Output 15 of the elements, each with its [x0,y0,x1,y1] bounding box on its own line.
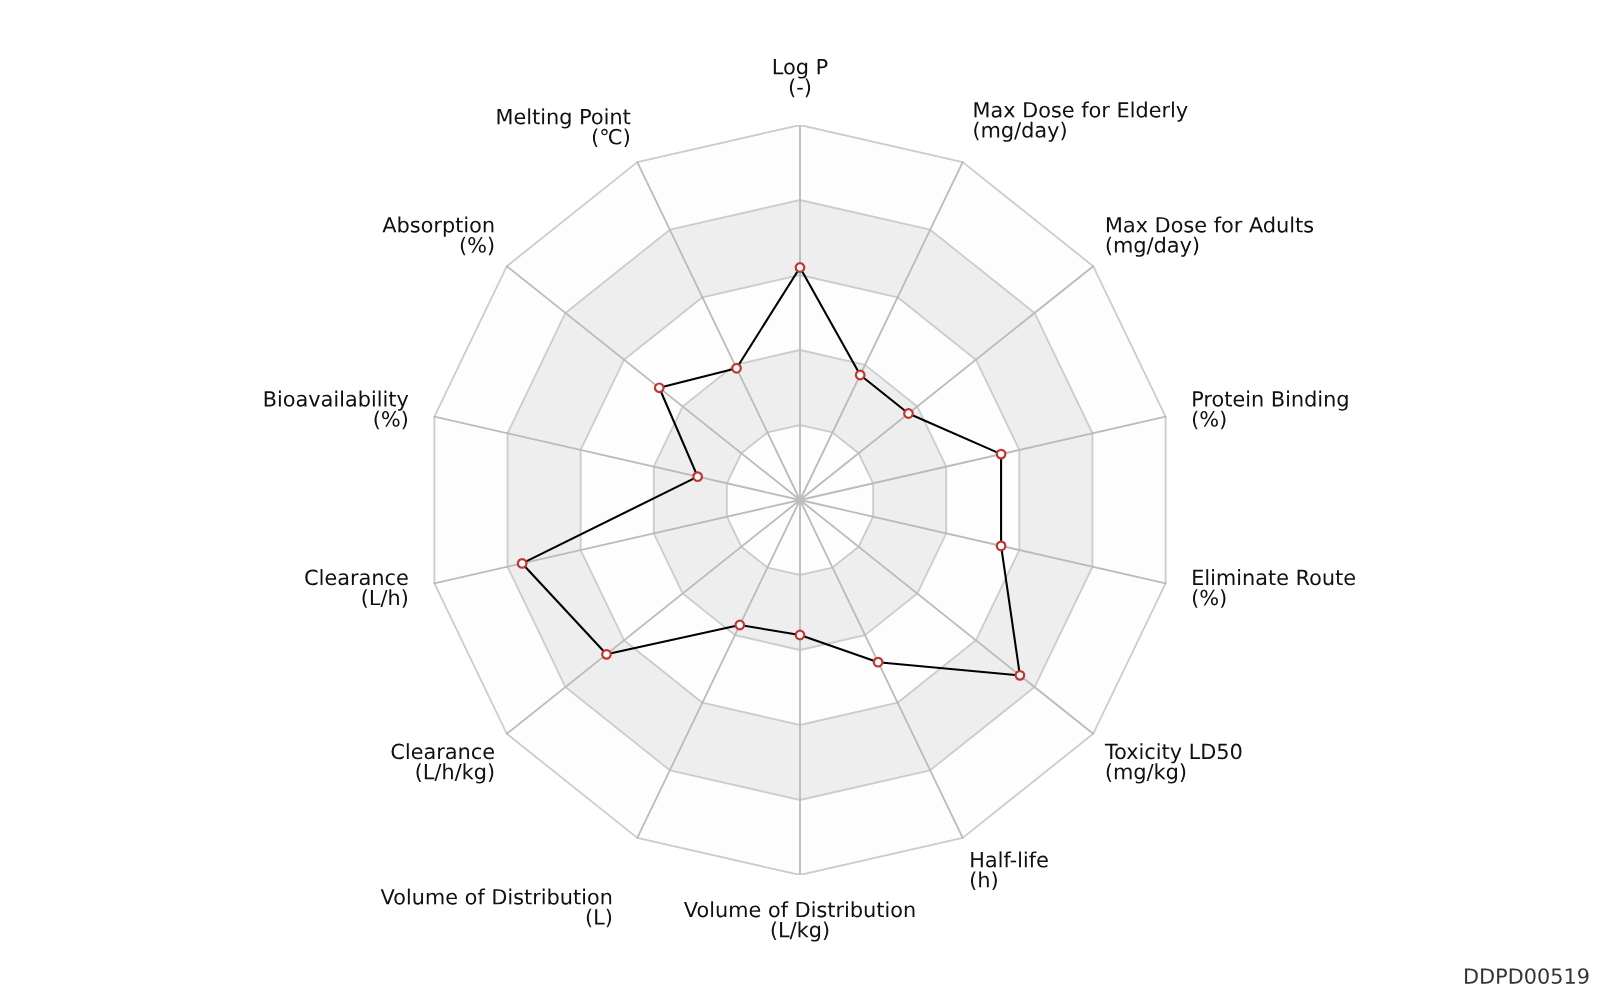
spoke-label: Half-life (h) [971,851,1048,891]
spoke-label: Clearance (L/h) [305,569,408,608]
spoke-label: Volume of Distribution (L/kg) [683,901,915,942]
spoke-label: Toxicity LD50 (mg/kg) [1104,743,1242,784]
spoke-label: Volume of Distribution (L) [380,888,612,928]
text: DDPD00519 [1465,968,1589,984]
spoke-label: Protein Binding (%) [1192,390,1348,430]
spoke-label: Melting Point (℃) [497,108,631,148]
spoke-label: Absorption (%) [382,216,494,256]
spoke-label: Eliminate Route (%) [1192,569,1355,608]
spoke-label: Max Dose for Elderly (mg/day) [974,101,1188,142]
spoke-label: Clearance (L/h/kg) [391,743,494,784]
spoke-label: Max Dose for Adults (mg/day) [1106,216,1314,257]
spoke-label: Log P (-) [773,59,828,98]
spoke-label: Bioavailability (%) [264,390,409,430]
